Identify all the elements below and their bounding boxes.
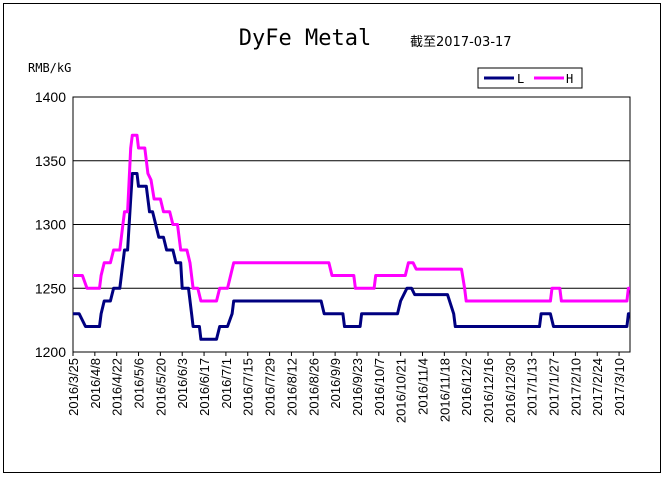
x-tick-label: 2016/6/17: [197, 358, 212, 416]
x-tick-label: 2016/10/21: [394, 358, 409, 423]
legend: L H: [477, 67, 583, 89]
x-tick-label: 2016/10/7: [372, 358, 387, 416]
y-tick-label: 1200: [35, 344, 66, 360]
legend-box: [477, 67, 583, 89]
x-tick-label: 2016/7/1: [219, 358, 234, 409]
y-tick-label: 1350: [35, 153, 66, 169]
x-tick-label: 2016/7/15: [241, 358, 256, 416]
series-line-h: [73, 133, 630, 303]
x-tick-label: 2016/5/20: [153, 358, 168, 416]
x-tick-label: 2016/12/2: [459, 358, 474, 416]
x-tick-label: 2016/4/22: [110, 358, 125, 416]
legend-label-l: L: [517, 72, 524, 86]
x-tick-label: 2016/5/6: [132, 358, 147, 409]
x-tick-labels: 2016/3/25 2016/4/8 2016/4/22 2016/5/6 2016/5…: [66, 352, 627, 423]
x-tick-label: 2016/9/23: [350, 358, 365, 416]
x-tick-label: 2016/3/25: [66, 358, 81, 416]
x-tick-label: 2016/12/30: [503, 358, 518, 423]
y-tick-label: 1400: [35, 89, 66, 105]
x-tick-label: 2016/4/8: [88, 358, 103, 409]
series-layer: [73, 133, 630, 341]
x-tick-label: 2017/3/10: [612, 358, 627, 416]
y-tick-labels: 1200 1250 1300 1350 1400: [35, 89, 66, 360]
x-tick-label: 2017/1/27: [547, 358, 562, 416]
x-tick-label: 2017/2/24: [590, 358, 605, 416]
x-tick-label: 2017/1/13: [525, 358, 540, 416]
chart-subtitle: 截至2017-03-17: [410, 35, 512, 50]
x-tick-label: 2016/7/29: [263, 358, 278, 416]
legend-label-h: H: [566, 72, 573, 86]
x-tick-label: 2016/9/9: [328, 358, 343, 409]
chart-title: DyFe Metal: [239, 26, 371, 51]
y-tick-label: 1250: [35, 280, 66, 296]
x-tick-label: 2016/11/4: [415, 358, 430, 415]
y-tick-label: 1300: [35, 217, 66, 233]
x-tick-label: 2016/8/26: [306, 358, 321, 416]
series-line-l: [73, 172, 630, 341]
x-tick-label: 2016/11/18: [437, 358, 452, 422]
x-tick-label: 2016/8/12: [284, 358, 299, 416]
x-tick-label: 2016/6/3: [175, 358, 190, 409]
x-tick-label: 2016/12/16: [481, 358, 496, 423]
plot-area: [72, 96, 631, 353]
x-tick-label: 2017/2/10: [568, 358, 583, 416]
y-axis-unit-label: RMB/kG: [28, 61, 71, 75]
